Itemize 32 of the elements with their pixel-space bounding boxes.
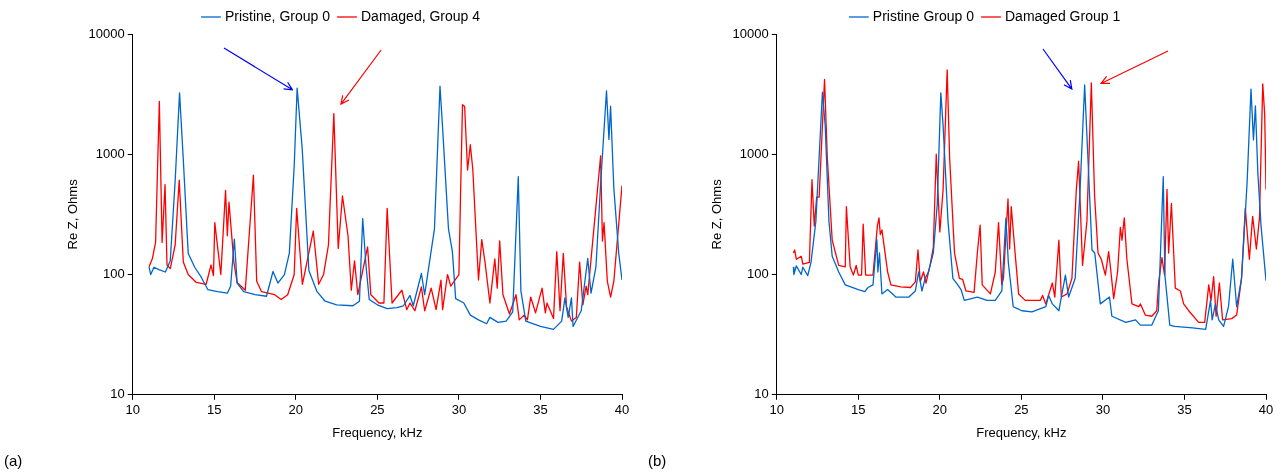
- x-tick-label: 25: [370, 402, 385, 418]
- text: (a): [4, 452, 23, 469]
- x-tick-label: 40: [1258, 402, 1274, 418]
- legend-label: Damaged, Group 4: [360, 7, 481, 24]
- x-tick-label: 15: [207, 402, 222, 418]
- y-tick-label: 1000: [95, 145, 125, 161]
- x-tick-label: 10: [769, 402, 784, 418]
- y-tick-label: 100: [103, 266, 125, 282]
- x-tick-label: 10: [125, 402, 140, 418]
- x-tick-label: 20: [932, 402, 948, 418]
- y-axis-title: Re Z, Ohms: [709, 178, 725, 250]
- x-tick-label: 35: [1177, 402, 1192, 418]
- x-tick-label: 35: [533, 402, 548, 418]
- x-tick-label: 30: [1095, 402, 1111, 418]
- y-tick-label: 10000: [88, 25, 125, 41]
- y-tick-label: 100: [747, 266, 769, 282]
- legend-label: Damaged Group 1: [1004, 7, 1121, 24]
- y-tick-label: 10000: [732, 25, 769, 41]
- x-tick-label: 20: [288, 402, 304, 418]
- x-tick-label: 25: [1014, 402, 1029, 418]
- x-tick-label: 15: [851, 402, 866, 418]
- legend-label: Pristine, Group 0: [224, 7, 331, 24]
- legend-label: Pristine Group 0: [872, 7, 975, 24]
- text: (b): [648, 452, 667, 469]
- y-axis-title: Re Z, Ohms: [65, 178, 81, 250]
- x-axis-title: Frequency, kHz: [976, 424, 1067, 440]
- x-tick-label: 30: [451, 402, 467, 418]
- x-axis-title: Frequency, kHz: [332, 424, 423, 440]
- x-tick-label: 40: [614, 402, 630, 418]
- y-tick-label: 10: [110, 386, 125, 402]
- y-tick-label: 10: [754, 386, 769, 402]
- y-tick-label: 1000: [739, 145, 769, 161]
